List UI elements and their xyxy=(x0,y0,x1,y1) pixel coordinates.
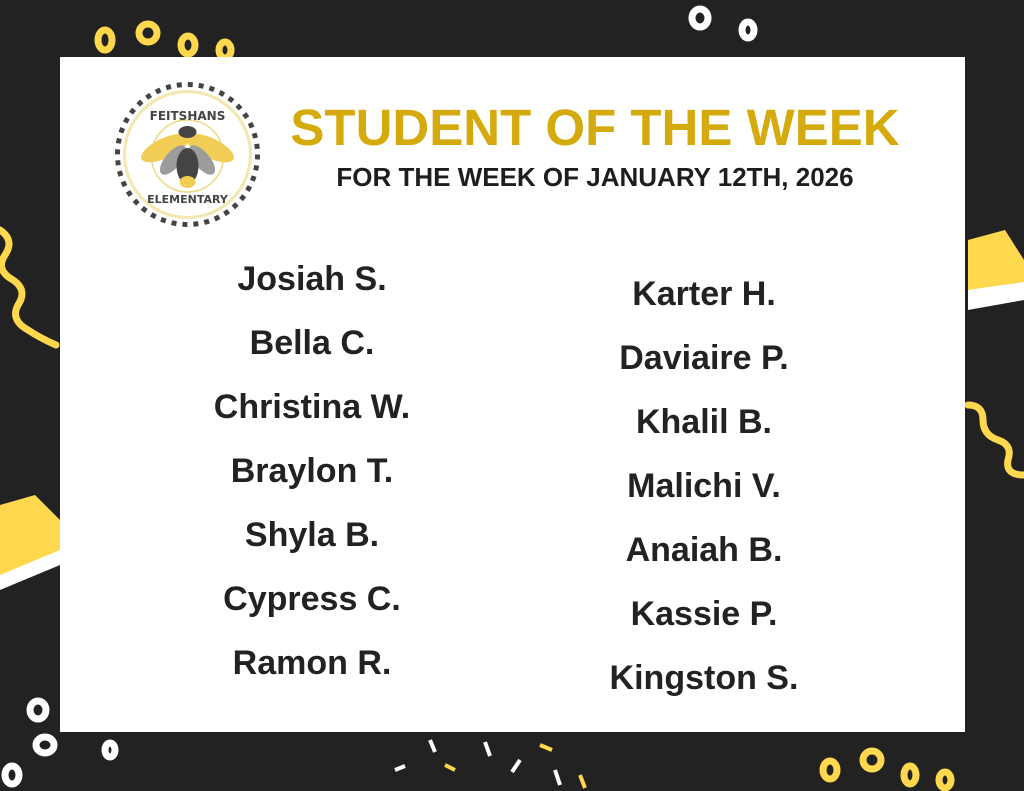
logo-top-text: FEITSHANS xyxy=(150,109,226,123)
logo-bottom-text: ELEMENTARY xyxy=(147,193,229,206)
student-name: Cypress C. xyxy=(223,580,401,618)
page-title: STUDENT OF THE WEEK xyxy=(290,99,900,156)
student-name: Bella C. xyxy=(249,324,375,362)
student-name: Ramon R. xyxy=(232,644,392,682)
student-name: Josiah S. xyxy=(237,260,387,298)
student-name: Daviaire P. xyxy=(619,339,789,377)
student-name: Shyla B. xyxy=(244,516,380,554)
student-name: Malichi V. xyxy=(627,467,781,505)
student-name: Khalil B. xyxy=(635,403,773,441)
student-name: Braylon T. xyxy=(230,452,394,490)
school-logo: FEITSHANS ELEMENTARY xyxy=(115,82,260,227)
student-list-right: Karter H. Daviaire P. Khalil B. Malichi … xyxy=(534,262,874,710)
student-name: Christina W. xyxy=(213,388,411,426)
page-subtitle: FOR THE WEEK OF JANUARY 12TH, 2026 xyxy=(336,162,854,192)
student-name: Karter H. xyxy=(632,275,776,313)
student-list-left: Josiah S. Bella C. Christina W. Braylon … xyxy=(142,247,482,695)
firefly-icon xyxy=(141,126,234,188)
student-name: Kingston S. xyxy=(609,659,799,697)
student-name: Kassie P. xyxy=(630,595,778,633)
student-name: Anaiah B. xyxy=(625,531,783,569)
